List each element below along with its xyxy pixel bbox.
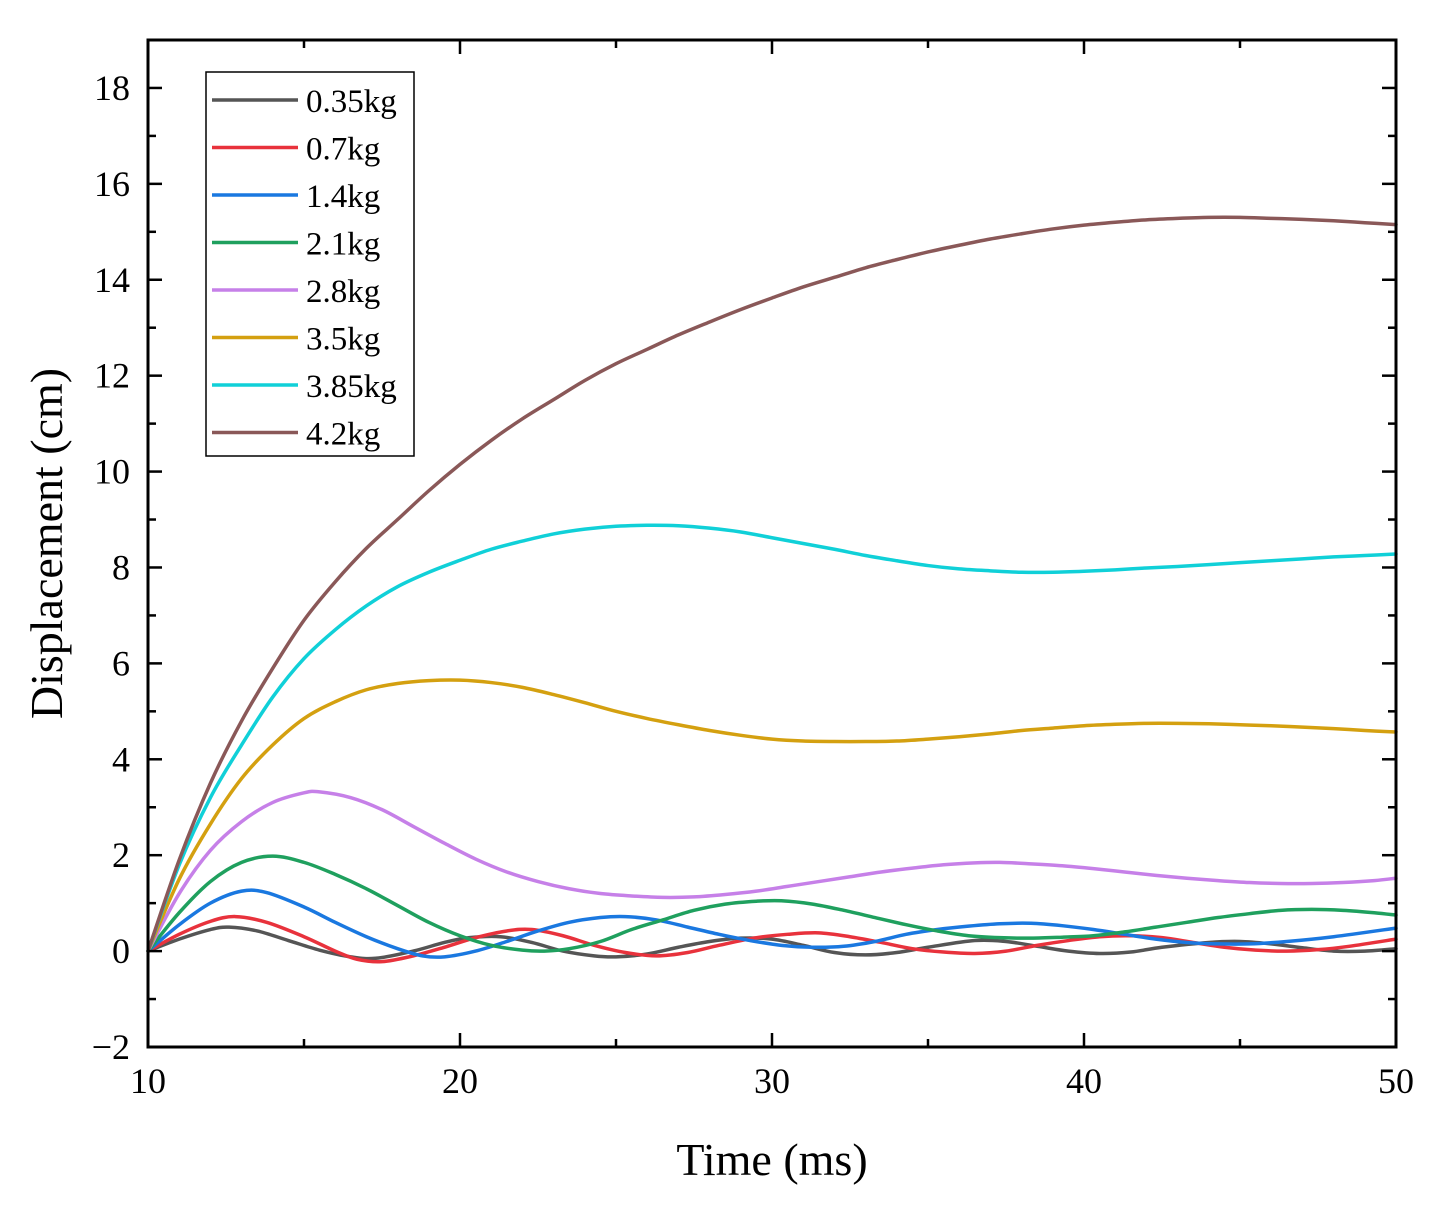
y-tick-label: 14 [94,260,130,300]
y-tick-label: 18 [94,68,130,108]
legend-label: 2.8kg [306,274,380,310]
legend-label: 0.35kg [306,84,397,120]
y-tick-label: −2 [92,1027,130,1067]
y-axis-title: Displacement (cm) [21,368,72,719]
x-tick-label: 30 [754,1061,790,1101]
legend-label: 1.4kg [306,179,380,215]
x-tick-label: 50 [1378,1061,1414,1101]
legend-label: 3.5kg [306,322,380,358]
y-tick-label: 12 [94,356,130,396]
x-axis-title: Time (ms) [676,1134,867,1185]
y-tick-label: 10 [94,452,130,492]
series-line-0-7kg [146,914,1398,964]
legend-box [205,71,415,457]
legend-label: 4.2kg [306,417,380,453]
series-line-3-85kg [146,523,1398,953]
legend-items: 0.35kg 0.7kg 1.4kg 2.1kg 2.8kg 3.5kg 3.85kg 4.2… [212,84,397,453]
y-tick-label: 0 [112,931,130,971]
legend: 0.35kg 0.7kg 1.4kg 2.1kg 2.8kg 3.5kg 3.85kg 4.2… [205,71,415,457]
legend-label: 2.1kg [306,227,380,263]
plot-lines [146,215,1398,964]
axis-tick-labels: 10 20 30 40 50 −2 0 2 4 6 8 10 12 14 16 18 [92,68,1414,1101]
x-tick-label: 40 [1066,1061,1102,1101]
x-tick-label: 10 [130,1061,166,1101]
legend-label: 0.7kg [306,132,380,168]
plot-frame [146,38,1398,1049]
series-line-1-4kg [146,888,1398,960]
y-tick-label: 2 [112,835,130,875]
series-line-2-8kg [146,789,1398,953]
x-tick-label: 20 [442,1061,478,1101]
y-tick-label: 6 [112,643,130,683]
legend-label: 3.85kg [306,369,397,405]
y-tick-label: 16 [94,164,130,204]
series-line-3-5kg [146,678,1398,953]
y-tick-label: 8 [112,547,130,587]
series-line-2-1kg [146,854,1398,953]
y-tick-label: 4 [112,739,130,779]
series-line-4-2kg [146,215,1398,953]
